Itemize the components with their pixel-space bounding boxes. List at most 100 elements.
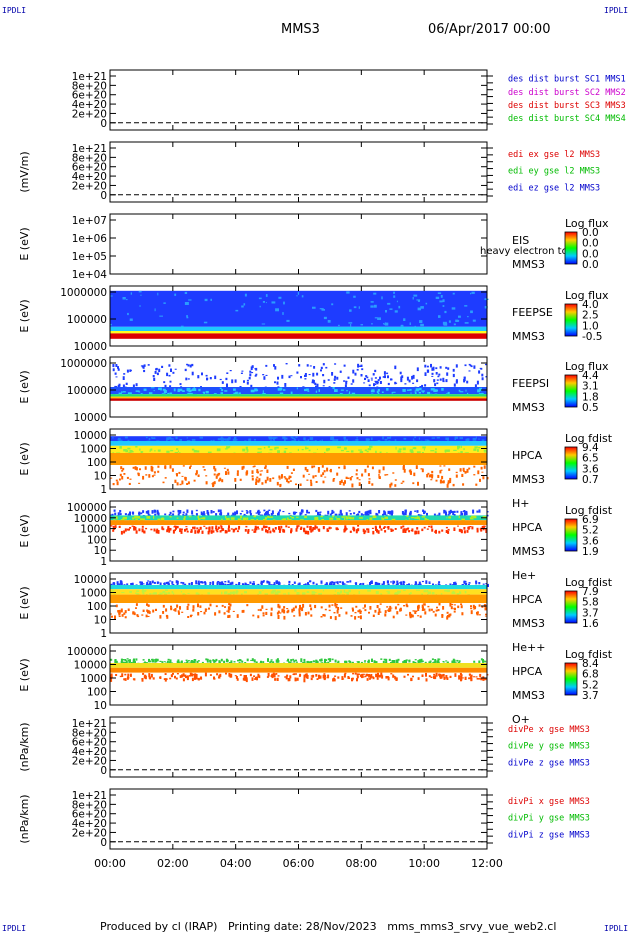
- spectrum-pixel: [280, 525, 283, 529]
- spectrum-pixel: [235, 512, 238, 515]
- spectrum-pixel: [410, 450, 414, 454]
- spectrum-pixel: [223, 660, 226, 664]
- spectrum-pixel: [442, 606, 445, 610]
- spectrum-pixel: [276, 612, 279, 615]
- spectrum-pixel: [235, 527, 238, 530]
- spectrum-pixel: [388, 658, 391, 661]
- spectrum-pixel: [179, 483, 182, 486]
- spectrum-pixel: [420, 468, 423, 470]
- spectrum-pixel: [325, 448, 330, 451]
- spectrum-pixel: [205, 390, 209, 394]
- spectrum-pixel: [274, 527, 277, 530]
- spectrum-pixel: [297, 292, 300, 295]
- spectrum-pixel: [211, 526, 214, 530]
- spectrum-pixel: [253, 530, 256, 533]
- spectrum-pixel: [237, 659, 239, 662]
- spectrum-pixel: [372, 373, 375, 376]
- spectrum-pixel: [334, 513, 337, 516]
- spectrum-pixel: [411, 614, 414, 618]
- legend-entry: des dist burst SC4 MMS4: [508, 114, 626, 124]
- spectrum-pixel: [377, 530, 380, 534]
- spectrum-pixel: [192, 608, 195, 612]
- legend-entry: edi ex gse l2 MMS3: [508, 150, 600, 160]
- spectrum-pixel: [197, 515, 200, 518]
- spectrum-pixel: [366, 528, 369, 531]
- spectrum-pixel: [262, 580, 265, 582]
- spectrum-pixel: [268, 516, 273, 518]
- spectrum-pixel: [130, 292, 132, 295]
- spectrum-pixel: [259, 305, 261, 308]
- spectrum-pixel: [187, 481, 190, 485]
- spectrum-pixel: [187, 364, 190, 367]
- spectrum-pixel: [299, 512, 302, 516]
- y-tick-label: 100000: [67, 646, 107, 658]
- spectrum-pixel: [144, 675, 147, 680]
- spectrum-pixel: [220, 658, 223, 662]
- footer-produced-by: Produced by cl (IRAP): [100, 920, 218, 933]
- spectrum-pixel: [306, 469, 309, 472]
- spectrum-pixel: [375, 673, 378, 678]
- spectrum-pixel: [264, 593, 268, 596]
- spectrum-pixel: [339, 581, 342, 583]
- spectrum-pixel: [187, 603, 190, 606]
- spectrum-pixel: [390, 528, 393, 530]
- spectrum-pixel: [367, 510, 370, 514]
- spectrum-pixel: [261, 605, 264, 609]
- spectrum-pixel: [395, 677, 398, 681]
- spectrum-pixel: [286, 465, 289, 469]
- spectrum-pixel: [252, 614, 255, 617]
- spectrum-pixel: [274, 593, 277, 595]
- spectrum-pixel: [302, 474, 305, 478]
- spectrum-pixel: [453, 527, 456, 531]
- spectrum-pixel: [410, 592, 412, 595]
- spectrum-pixel: [293, 673, 296, 676]
- spectrum-pixel: [371, 437, 373, 441]
- spectrum-pixel: [376, 605, 379, 609]
- spectrum-pixel: [193, 450, 197, 453]
- spectrum-pixel: [451, 584, 454, 586]
- spectrum-pixel: [266, 476, 269, 481]
- spectrum-pixel: [321, 439, 323, 441]
- spectrum-pixel: [136, 590, 140, 592]
- spectrum-pixel: [120, 466, 123, 470]
- spectrum-pixel: [123, 449, 127, 452]
- spectrum-pixel: [271, 675, 274, 679]
- spectrum-pixel: [430, 479, 433, 481]
- spectrum-pixel: [433, 379, 436, 383]
- spectrum-pixel: [391, 518, 395, 522]
- spectrum-pixel: [439, 378, 442, 381]
- spectrum-pixel: [423, 448, 425, 451]
- spectrum-pixel: [173, 592, 175, 595]
- spectrum-pixel: [185, 377, 188, 381]
- spectrum-pixel: [221, 381, 224, 384]
- spectrum-pixel: [170, 605, 172, 607]
- spectrum-pixel: [314, 440, 317, 442]
- spectrum-pixel: [239, 659, 242, 661]
- spectrum-pixel: [379, 381, 382, 384]
- spectrum-pixel: [290, 375, 293, 377]
- spectrum-pixel: [203, 321, 208, 324]
- spectrum-pixel: [387, 437, 391, 439]
- spectrum-pixel: [226, 383, 228, 388]
- spectrum-pixel: [166, 529, 169, 533]
- spectrum-pixel: [358, 479, 361, 481]
- spectrum-pixel: [230, 673, 233, 678]
- spectrum-pixel: [345, 591, 349, 594]
- spectrum-pixel: [314, 518, 319, 521]
- spectrum-pixel: [367, 530, 370, 533]
- spectrum-pixel: [440, 295, 443, 298]
- spectrum-pixel: [241, 305, 244, 308]
- spectrum-pixel: [349, 580, 352, 583]
- instrument-label: MMS3: [512, 258, 545, 271]
- spectrum-pixel: [161, 517, 164, 520]
- spectrum-pixel: [335, 439, 339, 442]
- spectrum-pixel: [299, 483, 302, 486]
- spectrum-pixel: [478, 614, 481, 616]
- spectrum-pixel: [409, 389, 412, 391]
- spectrum-pixel: [343, 380, 346, 382]
- spectrum-pixel: [468, 673, 471, 676]
- spectrum-pixel: [370, 305, 374, 308]
- spectrum-pixel: [139, 305, 141, 307]
- spectrum-pixel: [435, 367, 438, 370]
- spectrum-pixel: [440, 469, 443, 471]
